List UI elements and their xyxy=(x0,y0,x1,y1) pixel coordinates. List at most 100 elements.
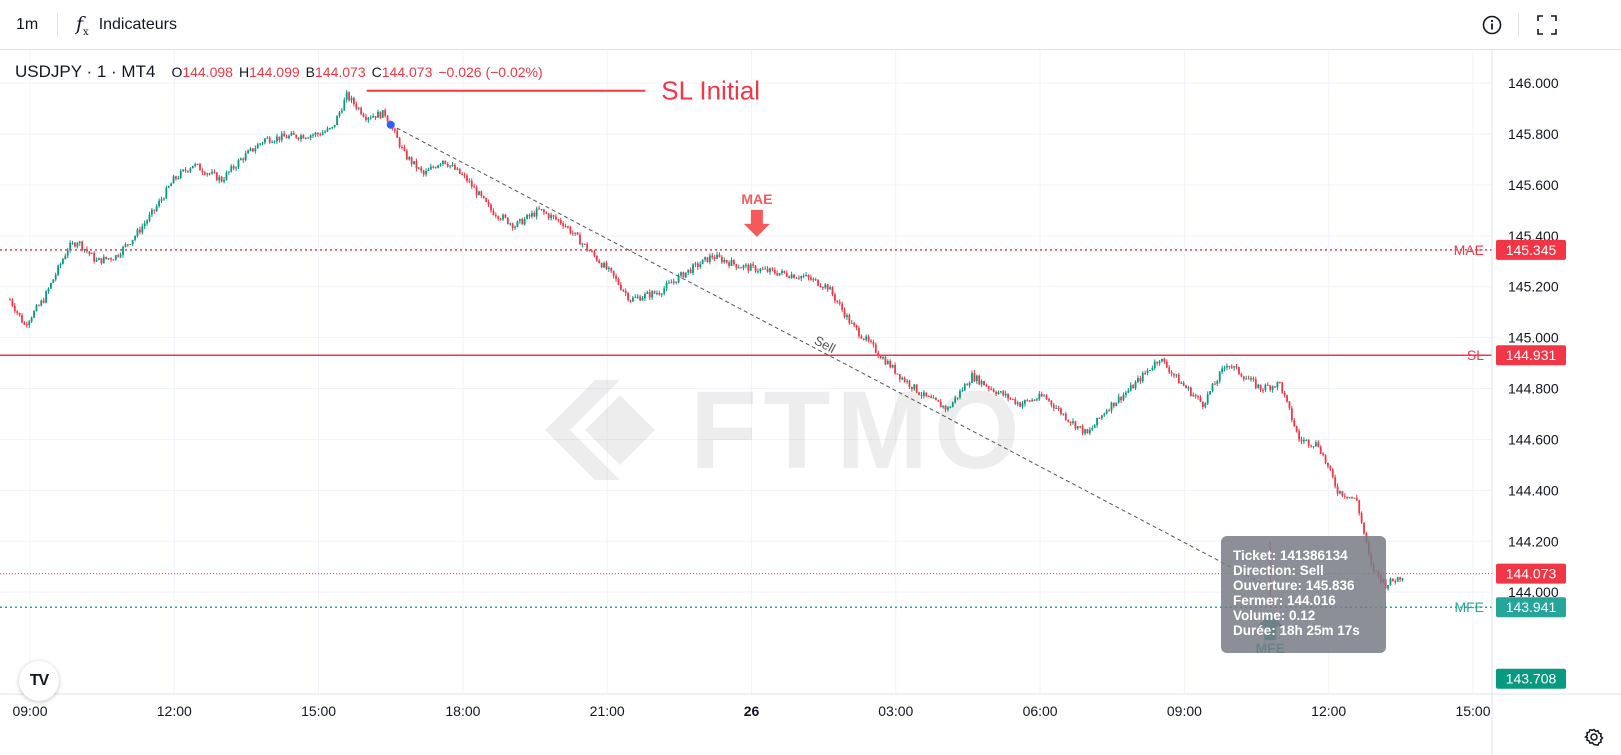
candle-body xyxy=(1264,384,1267,391)
candle-body xyxy=(129,244,132,246)
candle-body xyxy=(663,288,666,294)
candle-body xyxy=(882,357,884,359)
candle-body xyxy=(533,212,536,217)
candle-body xyxy=(300,135,302,140)
candle-body xyxy=(1103,413,1106,416)
candle-body xyxy=(40,300,43,306)
candle-body xyxy=(1250,378,1252,380)
candle-body xyxy=(838,302,841,304)
candle-body xyxy=(1295,426,1298,432)
tradingview-logo[interactable]: TV xyxy=(19,661,59,701)
candle-body xyxy=(769,268,771,272)
candle-body xyxy=(328,128,331,130)
symbol-title[interactable]: USDJPY · 1 · MT4 xyxy=(15,62,156,81)
fullscreen-icon[interactable] xyxy=(1535,13,1559,37)
candle-body xyxy=(314,132,317,135)
candle-body xyxy=(35,305,38,311)
candle-body xyxy=(1399,577,1401,580)
candle-body xyxy=(956,397,959,399)
candle-body xyxy=(321,132,324,136)
candle-body xyxy=(365,116,367,120)
candle-body xyxy=(797,277,800,279)
candle-body xyxy=(177,178,180,180)
mae-label: MAE xyxy=(741,191,772,207)
candle-body xyxy=(821,287,824,289)
candle-body xyxy=(208,173,211,175)
candle-body xyxy=(932,397,935,399)
candle-body xyxy=(131,239,134,245)
candle-body xyxy=(747,264,750,271)
candle-body xyxy=(1175,374,1178,376)
candle-body xyxy=(237,160,240,168)
candle-body xyxy=(925,392,928,396)
candle-body xyxy=(348,92,351,101)
candle-body xyxy=(819,285,822,288)
candle-body xyxy=(720,256,723,263)
candle-body xyxy=(901,377,904,380)
candle-body xyxy=(954,397,957,403)
candle-body xyxy=(812,279,815,281)
candle-body xyxy=(562,223,565,227)
settings-gear-icon[interactable] xyxy=(1584,727,1604,747)
candle-body xyxy=(1007,393,1009,399)
candle-body xyxy=(725,260,728,263)
candle-body xyxy=(543,209,545,213)
candle-body xyxy=(990,388,993,390)
candle-body xyxy=(393,128,396,131)
price-chart[interactable]: FTMO SL Initial MAE MFE Sell 146.000 145.800… xyxy=(0,50,1621,755)
time-tick-label: 15:00 xyxy=(301,703,336,719)
price-tag-label: SL xyxy=(1467,347,1484,363)
candle-body xyxy=(870,340,872,343)
interval-button[interactable]: 1m xyxy=(16,0,38,50)
candle-body xyxy=(704,257,706,260)
chart-area[interactable]: FTMO SL Initial MAE MFE Sell 146.000 145.800… xyxy=(0,50,1621,755)
candle-body xyxy=(153,209,156,211)
info-icon[interactable] xyxy=(1480,13,1504,37)
candle-body xyxy=(1084,429,1086,434)
candle-body xyxy=(220,176,223,182)
candle-body xyxy=(1062,413,1065,415)
candle-body xyxy=(824,284,827,288)
candle-body xyxy=(1137,378,1139,382)
low-value: 144.073 xyxy=(315,64,366,80)
candle-body xyxy=(278,136,281,141)
candle-body xyxy=(456,168,459,170)
candle-body xyxy=(1319,446,1322,454)
candle-body xyxy=(884,357,887,365)
candle-body xyxy=(550,215,553,219)
price-tag-value: 144.073 xyxy=(1506,566,1557,582)
candle-body xyxy=(629,300,632,302)
candle-body xyxy=(764,268,767,270)
candle-body xyxy=(102,256,105,264)
indicators-label: Indicateurs xyxy=(98,16,177,33)
candle-body xyxy=(853,322,856,326)
candle-body xyxy=(490,204,492,211)
candle-body xyxy=(588,250,591,252)
candle-body xyxy=(692,264,694,274)
candle-body xyxy=(49,283,52,289)
candle-body xyxy=(227,171,230,173)
candle-body xyxy=(1329,466,1332,470)
candle-body xyxy=(1004,393,1007,396)
candle-body xyxy=(1358,500,1361,514)
candle-body xyxy=(506,217,509,224)
candle-body xyxy=(723,260,726,263)
trade-tooltip: Ticket: 141386134 Direction: Sell Ouvert… xyxy=(1221,536,1386,653)
candle-body xyxy=(1134,381,1137,389)
candle-body xyxy=(427,169,430,171)
candle-body xyxy=(935,397,937,400)
candle-body xyxy=(336,116,338,126)
candle-body xyxy=(1091,428,1094,430)
candle-body xyxy=(973,373,976,382)
candle-body xyxy=(701,259,704,265)
price-tag-value: 143.708 xyxy=(1506,671,1557,687)
candle-body xyxy=(716,254,718,259)
sl-initial-label: SL Initial xyxy=(661,76,760,106)
candle-body xyxy=(37,305,40,307)
candle-body xyxy=(21,315,23,323)
candle-body xyxy=(1346,496,1349,499)
indicators-button[interactable]: fx Indicateurs xyxy=(76,0,177,50)
candle-body xyxy=(559,220,562,224)
candle-body xyxy=(1036,399,1038,401)
candle-body xyxy=(290,132,293,136)
